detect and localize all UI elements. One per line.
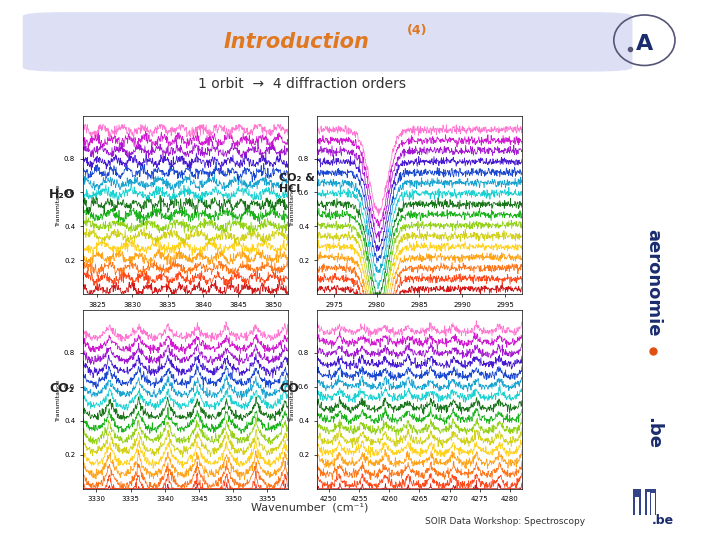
Text: H₂O: H₂O — [49, 188, 76, 201]
Text: aeronomie: aeronomie — [644, 229, 662, 336]
FancyBboxPatch shape — [633, 489, 656, 515]
Bar — [636, 497, 639, 515]
Bar — [652, 494, 654, 515]
Bar — [642, 488, 644, 515]
Text: CO: CO — [279, 382, 299, 395]
Text: SOIR Data Workshop: Spectroscopy: SOIR Data Workshop: Spectroscopy — [425, 517, 585, 526]
Y-axis label: Transmitance: Transmitance — [290, 379, 295, 421]
Text: A: A — [636, 35, 653, 55]
Bar — [647, 491, 650, 515]
Text: Introduction: Introduction — [223, 32, 369, 52]
Text: (4): (4) — [407, 24, 427, 37]
Text: CO₂: CO₂ — [49, 382, 74, 395]
Text: Wavenumber  (cm⁻¹): Wavenumber (cm⁻¹) — [251, 503, 369, 513]
Text: CO₂ &
HCl: CO₂ & HCl — [279, 173, 315, 194]
Y-axis label: Transmitance: Transmitance — [56, 184, 61, 226]
Y-axis label: Transmitance: Transmitance — [56, 379, 61, 421]
Y-axis label: Transmitance: Transmitance — [290, 184, 295, 226]
Text: 1 orbit  →  4 diffraction orders: 1 orbit → 4 diffraction orders — [199, 77, 406, 91]
FancyBboxPatch shape — [23, 12, 632, 72]
Text: .be: .be — [644, 417, 662, 449]
Text: .be: .be — [652, 514, 673, 526]
